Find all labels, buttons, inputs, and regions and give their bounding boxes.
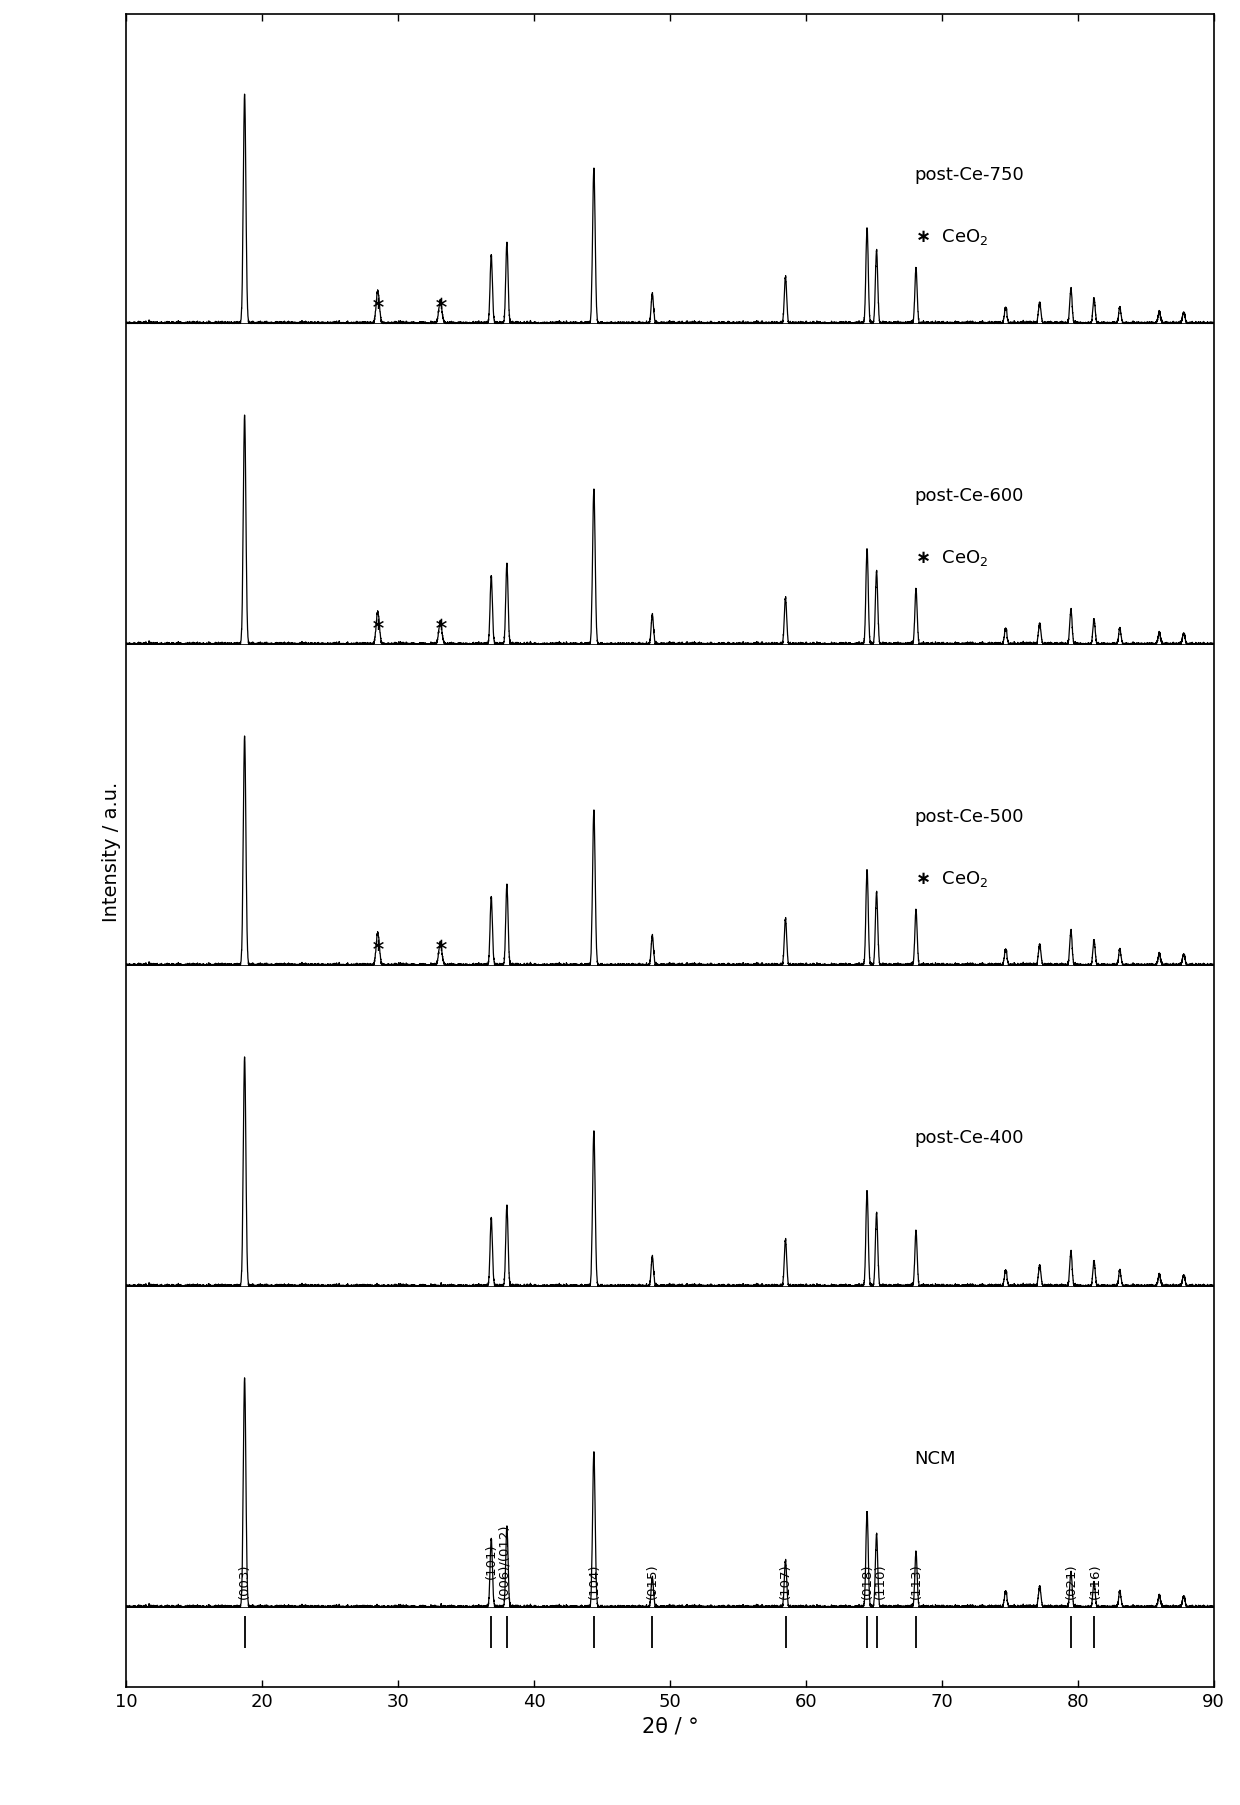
Text: (104): (104) — [588, 1563, 600, 1597]
Text: (003): (003) — [238, 1563, 250, 1597]
Text: (116): (116) — [1089, 1563, 1102, 1597]
Text: $\mathbf{\ast}$  CeO$_2$: $\mathbf{\ast}$ CeO$_2$ — [915, 868, 988, 888]
Text: $\mathbf{\ast}$  CeO$_2$: $\mathbf{\ast}$ CeO$_2$ — [915, 549, 988, 569]
Text: (018): (018) — [861, 1563, 873, 1597]
Text: $\ast$: $\ast$ — [433, 294, 448, 312]
Text: (021): (021) — [1064, 1563, 1078, 1597]
Text: $\ast$: $\ast$ — [433, 616, 448, 634]
Text: $\ast$: $\ast$ — [371, 937, 386, 955]
Text: (101)
(006)/(012): (101) (006)/(012) — [485, 1523, 510, 1597]
Text: post-Ce-500: post-Ce-500 — [915, 809, 1024, 827]
Text: post-Ce-400: post-Ce-400 — [915, 1128, 1024, 1146]
Text: (015): (015) — [646, 1563, 658, 1597]
Text: $\ast$: $\ast$ — [371, 294, 386, 312]
Y-axis label: Intensity / a.u.: Intensity / a.u. — [102, 782, 120, 921]
Text: NCM: NCM — [915, 1449, 956, 1467]
Text: (110): (110) — [874, 1563, 887, 1597]
Text: post-Ce-600: post-Ce-600 — [915, 487, 1024, 505]
X-axis label: 2θ / °: 2θ / ° — [641, 1717, 698, 1736]
Text: (113): (113) — [909, 1563, 923, 1597]
Text: post-Ce-750: post-Ce-750 — [915, 166, 1024, 184]
Text: $\mathbf{\ast}$  CeO$_2$: $\mathbf{\ast}$ CeO$_2$ — [915, 227, 988, 247]
Text: (107): (107) — [779, 1563, 792, 1597]
Text: $\ast$: $\ast$ — [433, 937, 448, 955]
Text: $\ast$: $\ast$ — [371, 616, 386, 634]
